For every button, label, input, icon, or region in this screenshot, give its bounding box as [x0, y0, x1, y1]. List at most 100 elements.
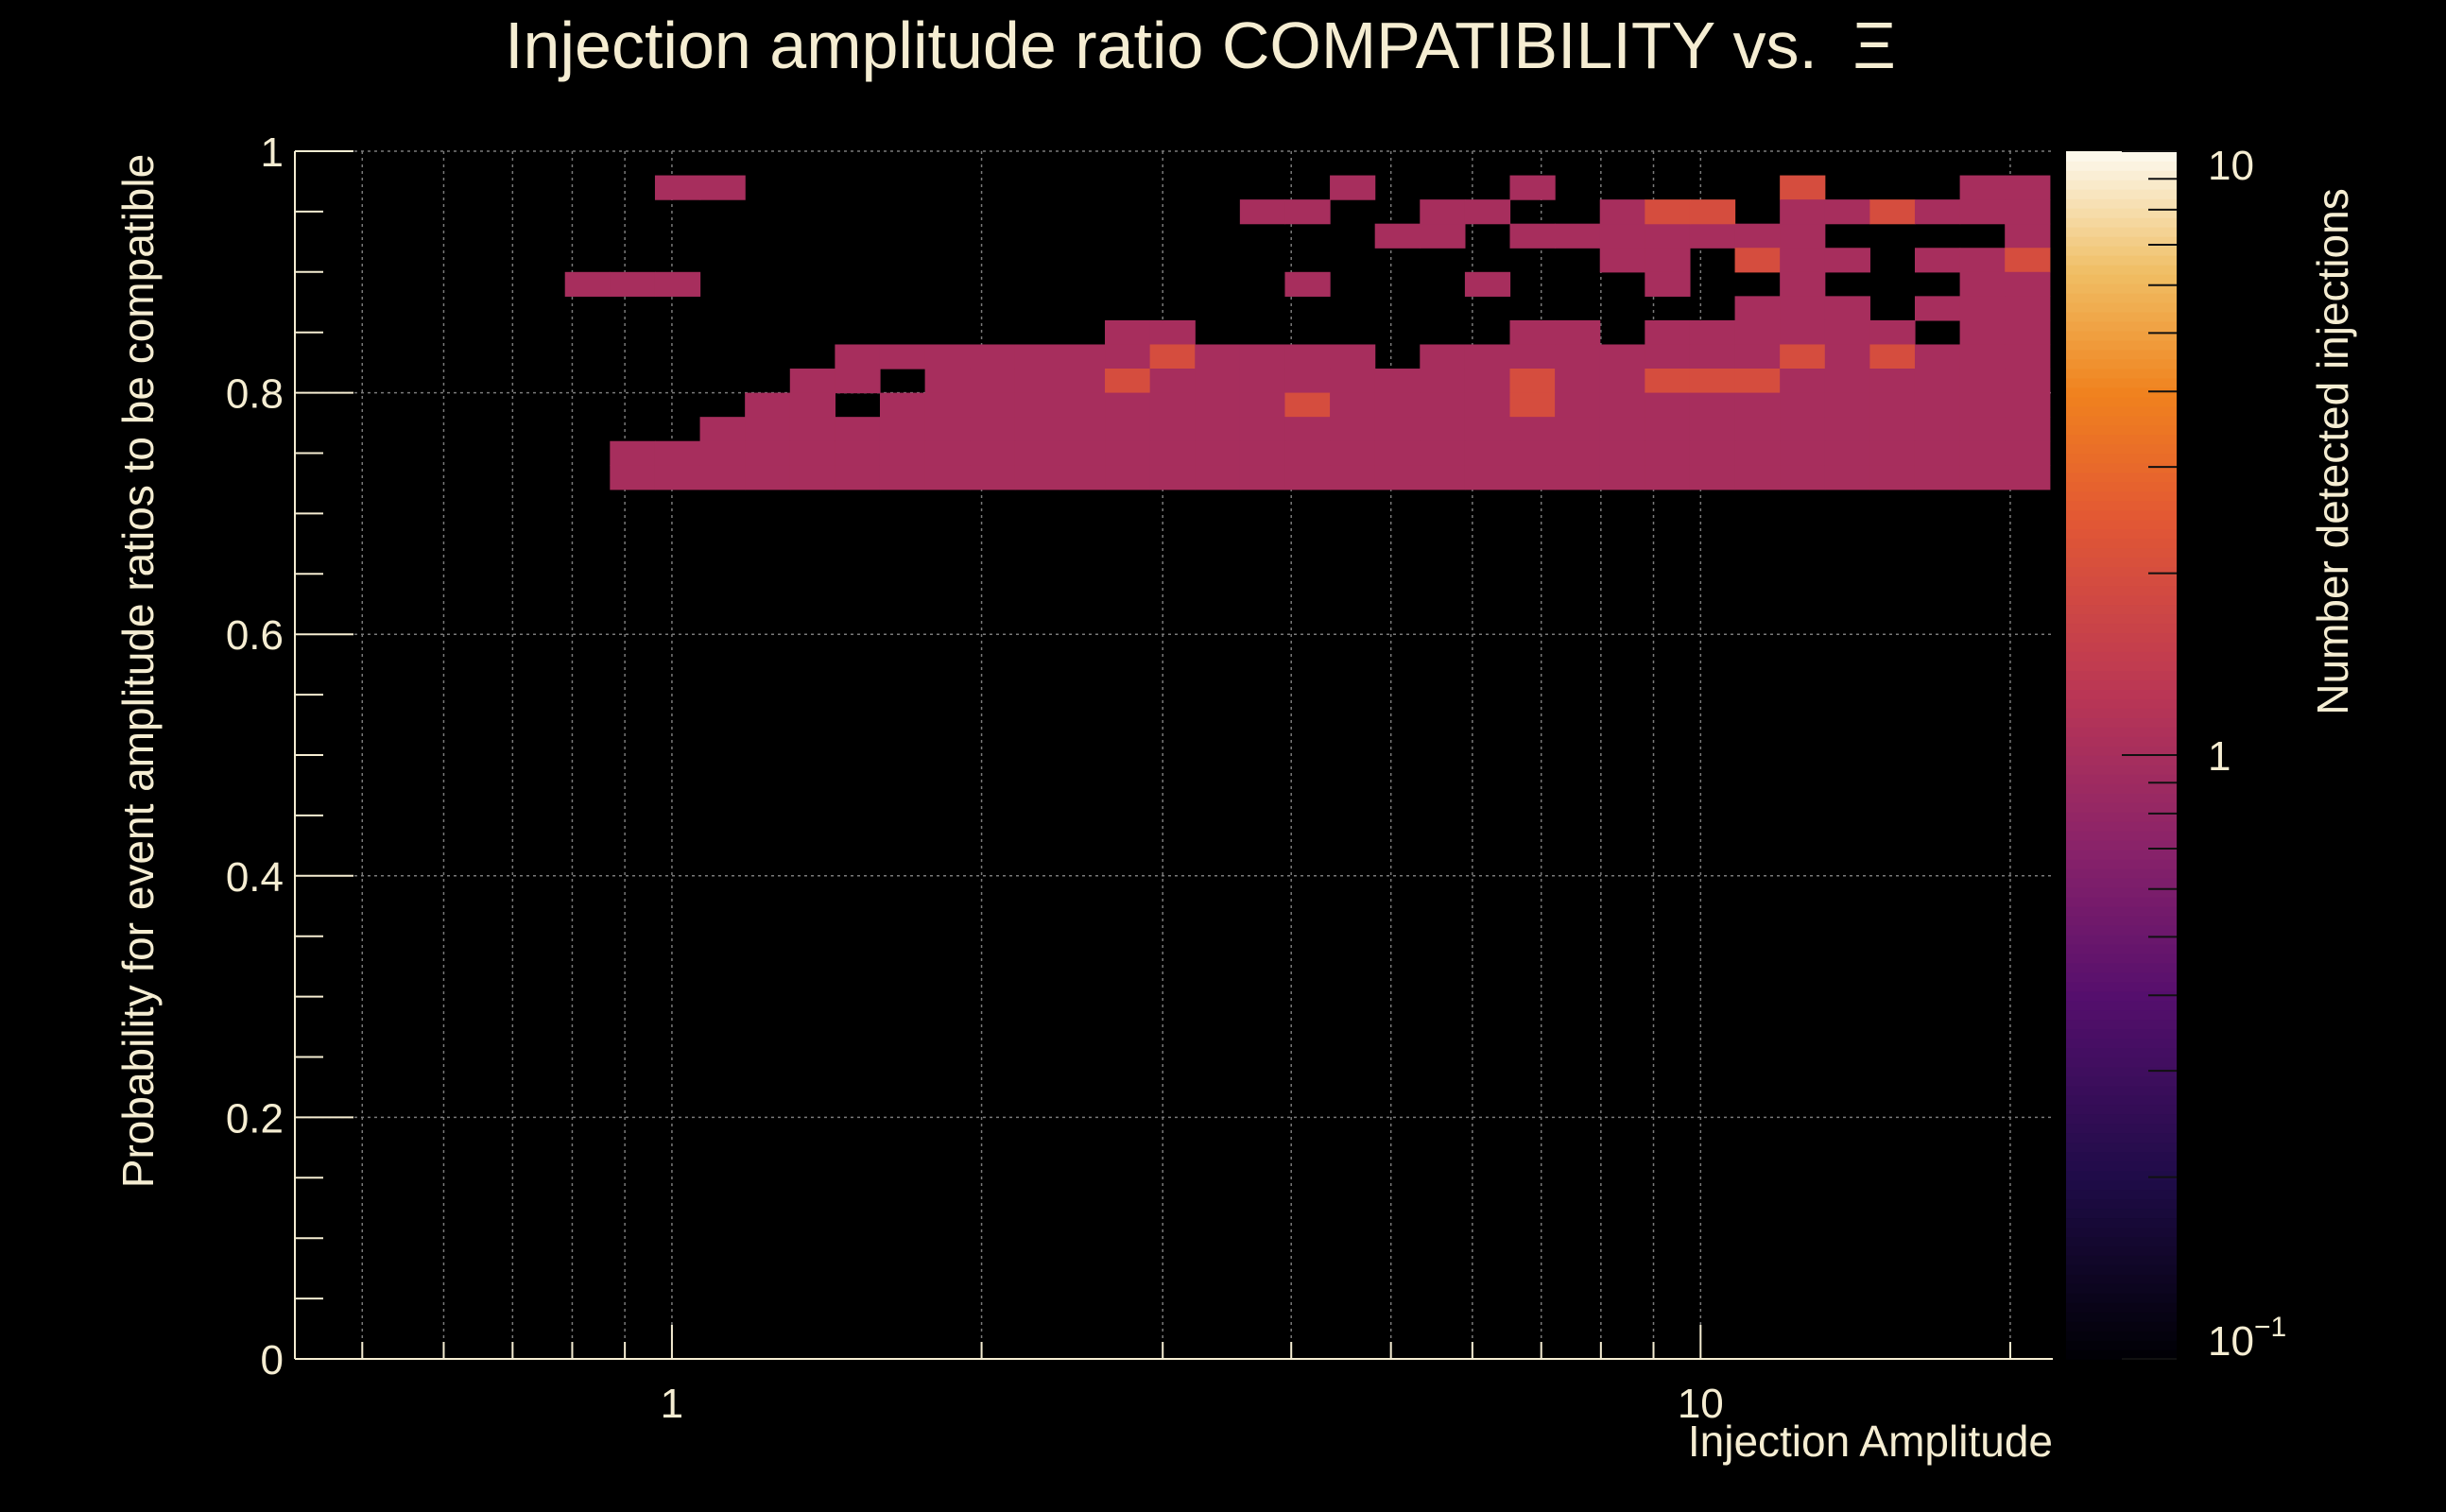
heatmap-cell: [1464, 344, 1511, 369]
y-tick-label: 0.2: [226, 1095, 284, 1142]
heatmap-cell: [1689, 223, 1736, 249]
color-scale-segment: [2066, 254, 2177, 266]
heatmap-cell: [1824, 440, 1870, 466]
heatmap-cell: [1645, 344, 1691, 369]
color-scale-segment: [2066, 245, 2177, 256]
color-scale-segment: [2066, 736, 2177, 747]
heatmap-cell: [1105, 465, 1151, 490]
heatmap-cell: [1555, 392, 1601, 418]
color-scale-segment: [2066, 1340, 2177, 1350]
y-tick-label: 0: [261, 1337, 284, 1383]
color-scale-segment: [2066, 1104, 2177, 1115]
color-scale-segment: [2066, 1227, 2177, 1237]
heatmap-cell: [1239, 369, 1286, 394]
color-scale-segment: [2066, 481, 2177, 492]
heatmap-cell: [1599, 392, 1645, 418]
color-scale-segment: [2066, 1255, 2177, 1265]
heatmap-cell: [1509, 440, 1556, 466]
heatmap-cell: [1645, 417, 1691, 442]
heatmap-cell: [1059, 392, 1106, 418]
heatmap-cell: [610, 465, 656, 490]
heatmap-cell: [1464, 392, 1511, 418]
heatmap-cell: [970, 465, 1016, 490]
color-scale-segment: [2066, 415, 2177, 426]
heatmap-cell: [654, 465, 701, 490]
color-scale-segment: [2066, 830, 2177, 841]
heatmap-cell: [1239, 199, 1286, 225]
color-scale-segment: [2066, 320, 2177, 332]
color-scale-segment: [2066, 651, 2177, 662]
color-scale-segment: [2066, 169, 2177, 180]
heatmap-cell: [1330, 175, 1376, 200]
color-scale-segment: [2066, 585, 2177, 596]
heatmap-cell: [1149, 319, 1196, 346]
heatmap-cell: [789, 392, 835, 418]
heatmap-cell: [1014, 369, 1061, 394]
color-scale-segment: [2066, 1142, 2177, 1153]
heatmap-cell: [1689, 465, 1736, 490]
heatmap-cell: [1195, 440, 1241, 466]
color-scale-segment: [2066, 1246, 2177, 1256]
heatmap-cell: [970, 369, 1016, 394]
heatmap-cell: [1645, 199, 1691, 225]
heatmap-cell: [1330, 369, 1376, 394]
color-scale-segment: [2066, 405, 2177, 417]
heatmap-cell: [1599, 344, 1645, 369]
heatmap-cell: [1869, 199, 1916, 225]
heatmap-cell: [1645, 392, 1691, 418]
color-scale-segment: [2066, 1009, 2177, 1021]
heatmap-cell: [789, 440, 835, 466]
heatmap-cell: [1780, 319, 1826, 346]
color-scale-segment: [2066, 1047, 2177, 1058]
heatmap-cell: [1824, 465, 1870, 490]
heatmap-cell: [1780, 440, 1826, 466]
heatmap-cell: [1464, 440, 1511, 466]
heatmap-cell: [1914, 369, 1961, 394]
heatmap-cell: [1734, 296, 1781, 321]
heatmap-cell: [1914, 344, 1961, 369]
heatmap-cell: [1914, 296, 1961, 321]
heatmap-cell: [1420, 417, 1466, 442]
heatmap-cell: [1599, 440, 1645, 466]
color-scale-segment: [2066, 1066, 2177, 1077]
color-scale-segment: [2066, 301, 2177, 313]
heatmap-cell: [564, 271, 611, 297]
heatmap-cell: [1509, 223, 1556, 249]
heatmap-cell: [1374, 440, 1421, 466]
heatmap-cell: [1420, 440, 1466, 466]
y-tick-label: 1: [261, 129, 284, 176]
heatmap-cell: [1420, 223, 1466, 249]
chart-title-symbol: Ξ: [1852, 9, 1896, 82]
color-scale-segment: [2066, 689, 2177, 699]
heatmap-cell: [1509, 344, 1556, 369]
heatmap-cell: [1869, 319, 1916, 346]
color-scale-segment: [2066, 1000, 2177, 1011]
heatmap-cell: [1509, 175, 1556, 200]
heatmap-cell: [1330, 392, 1376, 418]
heatmap-cell: [1824, 248, 1870, 273]
color-scale-segment: [2066, 434, 2177, 445]
color-scale-segment: [2066, 330, 2177, 341]
color-scale-segment: [2066, 717, 2177, 728]
color-scale-segment: [2066, 1085, 2177, 1096]
color-scale-segment: [2066, 160, 2177, 171]
heatmap-cell: [1645, 271, 1691, 297]
color-scale-segment: [2066, 1189, 2177, 1200]
color-scale-segment: [2066, 547, 2177, 558]
color-scale-segment: [2066, 472, 2177, 483]
heatmap-cell: [745, 417, 791, 442]
heatmap-cell: [745, 440, 791, 466]
color-scale-segment: [2066, 811, 2177, 822]
heatmap-cell: [1645, 440, 1691, 466]
color-scale-segment: [2066, 339, 2177, 351]
color-scale-segment: [2066, 698, 2177, 709]
heatmap-cell: [879, 392, 926, 418]
heatmap-cell: [654, 175, 701, 200]
color-scale-segment: [2066, 216, 2177, 228]
color-scale-segment: [2066, 915, 2177, 926]
color-scale-tick-exponent: −1: [2254, 1312, 2286, 1343]
heatmap-cell: [1464, 417, 1511, 442]
color-scale-segment: [2066, 839, 2177, 850]
heatmap-cell: [2005, 440, 2051, 466]
color-scale-segment: [2066, 1113, 2177, 1125]
